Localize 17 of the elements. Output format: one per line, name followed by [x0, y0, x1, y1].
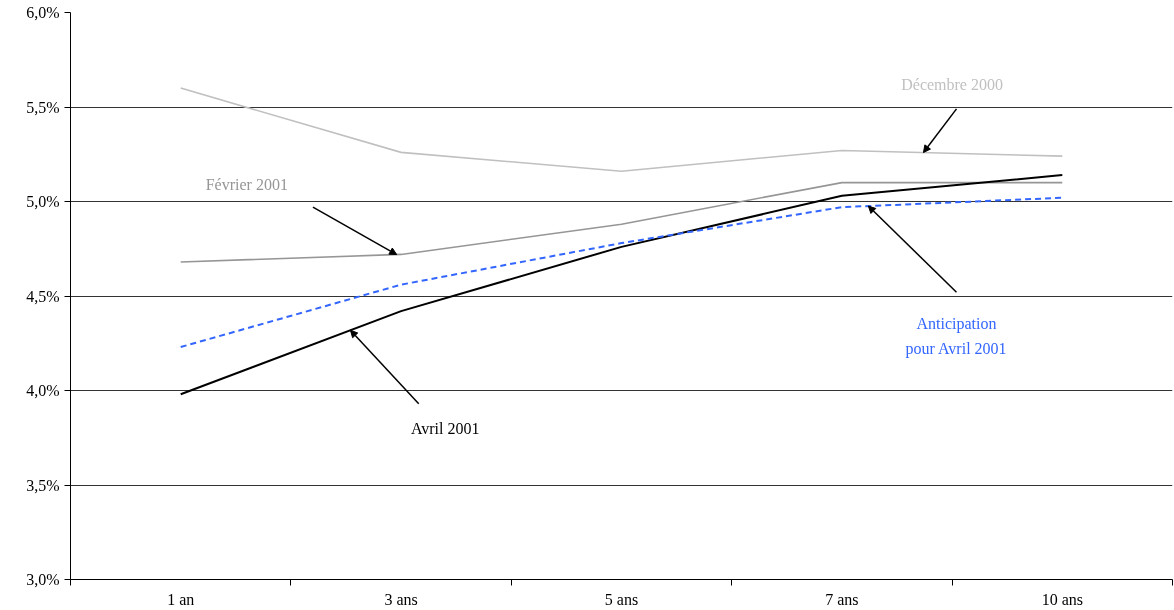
x-tick-label: 5 ans [604, 590, 639, 608]
y-tick-label: 4,0% [26, 382, 60, 399]
text: Anticipation pour Avril 2001 [905, 314, 1007, 359]
y-tick-label: 5,0% [26, 193, 60, 210]
y-tick-label: 4,5% [26, 287, 60, 305]
y-tick-label: 3,0% [26, 571, 60, 588]
text: Février 2001 [205, 175, 288, 193]
y-tick-label: 5,5% [26, 98, 60, 116]
y-tick-label: 6,0% [26, 4, 60, 21]
text: Avril 2001 [410, 419, 480, 437]
x-tick-label: 7 ans [825, 590, 859, 608]
x-tick-label: 10 ans [1041, 590, 1083, 608]
x-tick-label: 1 an [167, 590, 195, 608]
x-tick-label: 3 ans [384, 590, 418, 608]
line-series [179, 174, 1064, 396]
text: Décembre 2000 [901, 75, 1003, 93]
y-tick-label: 3,5% [26, 476, 60, 494]
